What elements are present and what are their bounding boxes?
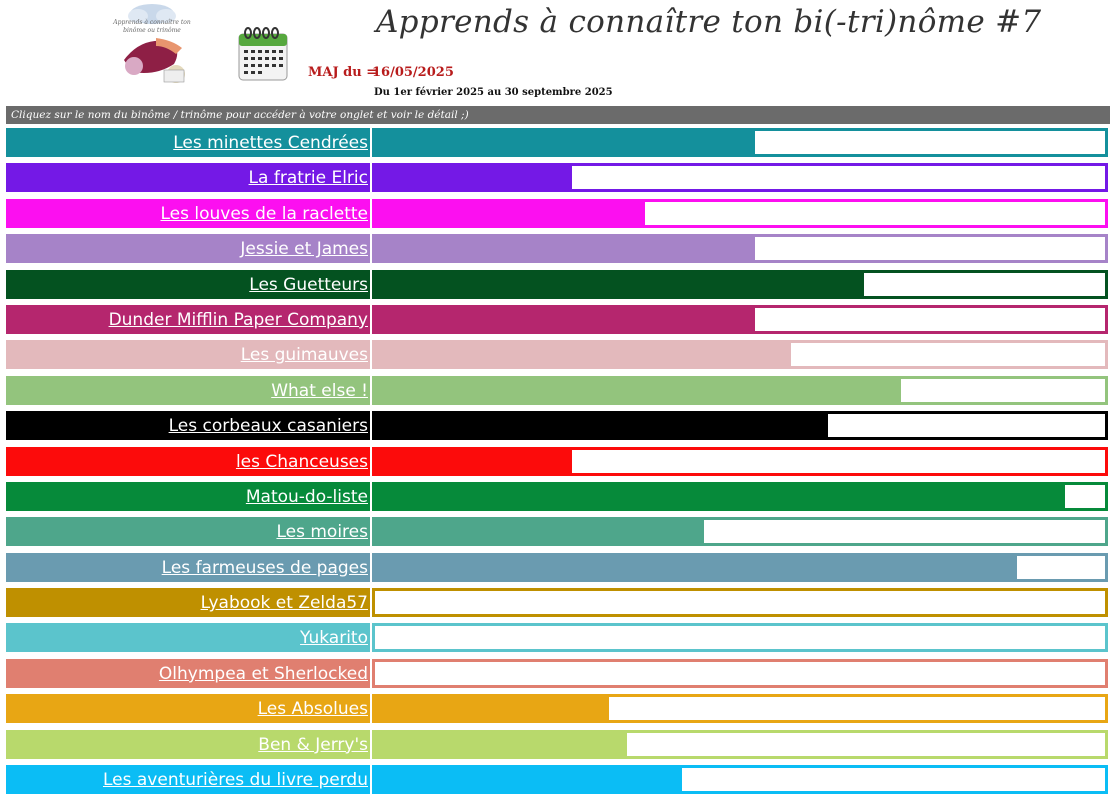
progress-bar [372,128,1108,157]
progress-fill [375,449,572,473]
team-row: Les guimauves [6,340,1110,370]
progress-fill [375,307,755,331]
progress-bar [372,517,1108,547]
team-link[interactable]: Les minettes Cendrées [6,128,370,157]
team-row: La fratrie Elric [6,163,1110,193]
progress-bar [372,552,1108,582]
progress-bar [372,694,1108,724]
progress-fill [375,520,704,544]
team-row: Les aventurières du livre perdu [6,765,1110,795]
page-title: Apprends à connaître ton bi(-tri)nôme #7 [376,4,1042,40]
progress-fill [375,272,864,296]
team-link[interactable]: Matou-do-liste [6,481,370,511]
progress-bar [372,411,1108,441]
team-row: Les moires [6,517,1110,547]
update-label: MAJ du = [308,65,378,80]
team-row: Yukarito [6,623,1110,653]
team-row: Dunder Mifflin Paper Company [6,304,1110,334]
team-link[interactable]: What else ! [6,375,370,405]
team-link[interactable]: Jessie et James [6,234,370,264]
progress-bar [372,765,1108,795]
progress-bar [372,163,1108,193]
team-link[interactable]: Les Guetteurs [6,269,370,299]
instruction-banner: Cliquez sur le nom du binôme / trinôme p… [6,106,1110,124]
progress-fill [375,378,901,402]
team-link[interactable]: Olhympea et Sherlocked [6,658,370,688]
team-row: Les Absolues [6,694,1110,724]
progress-bar [372,234,1108,264]
progress-bar [372,340,1108,370]
svg-text:binôme ou trinôme: binôme ou trinôme [123,27,181,34]
svg-text:Apprends à connaître ton: Apprends à connaître ton [112,19,191,26]
team-row: What else ! [6,375,1110,405]
team-link[interactable]: Les guimauves [6,340,370,370]
team-link[interactable]: Les louves de la raclette [6,198,370,228]
progress-bar [372,446,1108,476]
team-link[interactable]: Dunder Mifflin Paper Company [6,304,370,334]
team-row: Les Guetteurs [6,269,1110,299]
progress-bar [372,304,1108,334]
team-row: Lyabook et Zelda57 [6,588,1110,618]
progress-fill [375,484,1065,508]
progress-fill [375,414,828,438]
team-link[interactable]: les Chanceuses [6,446,370,476]
calendar-icon [236,26,290,84]
progress-bar [372,198,1108,228]
progress-bar [372,269,1108,299]
team-row: Olhympea et Sherlocked [6,658,1110,688]
team-row: Les corbeaux casaniers [6,411,1110,441]
progress-bar [372,481,1108,511]
progress-fill [375,732,627,756]
challenge-period: Du 1er février 2025 au 30 septembre 2025 [374,87,613,98]
progress-bar [372,588,1108,618]
update-date: 16/05/2025 [372,65,454,80]
progress-bar [372,658,1108,688]
team-row: Ben & Jerry's [6,729,1110,759]
team-link[interactable]: Les corbeaux casaniers [6,411,370,441]
progress-fill [375,555,1017,579]
team-row: Les minettes Cendrées [6,128,1110,157]
team-link[interactable]: Ben & Jerry's [6,729,370,759]
progress-fill [375,697,609,721]
progress-fill [375,201,645,225]
team-link[interactable]: Les Absolues [6,694,370,724]
progress-fill [375,343,791,367]
team-row: Matou-do-liste [6,481,1110,511]
progress-fill [375,768,682,792]
progress-bar [372,729,1108,759]
progress-fill [375,131,755,154]
team-row: Les louves de la raclette [6,198,1110,228]
progress-fill [375,237,755,261]
team-row: les Chanceuses [6,446,1110,476]
team-row: Jessie et James [6,234,1110,264]
team-progress-list: Les minettes Cendrées La fratrie Elric Les… [6,128,1110,800]
team-link[interactable]: Les aventurières du livre perdu [6,765,370,795]
team-link[interactable]: La fratrie Elric [6,163,370,193]
team-link[interactable]: Les moires [6,517,370,547]
progress-bar [372,623,1108,653]
challenge-logo: Apprends à connaître ton binôme ou trinô… [112,2,192,88]
team-link[interactable]: Les farmeuses de pages [6,552,370,582]
team-link[interactable]: Yukarito [6,623,370,653]
progress-fill [375,166,572,190]
progress-bar [372,375,1108,405]
team-row: Les farmeuses de pages [6,552,1110,582]
team-link[interactable]: Lyabook et Zelda57 [6,588,370,618]
